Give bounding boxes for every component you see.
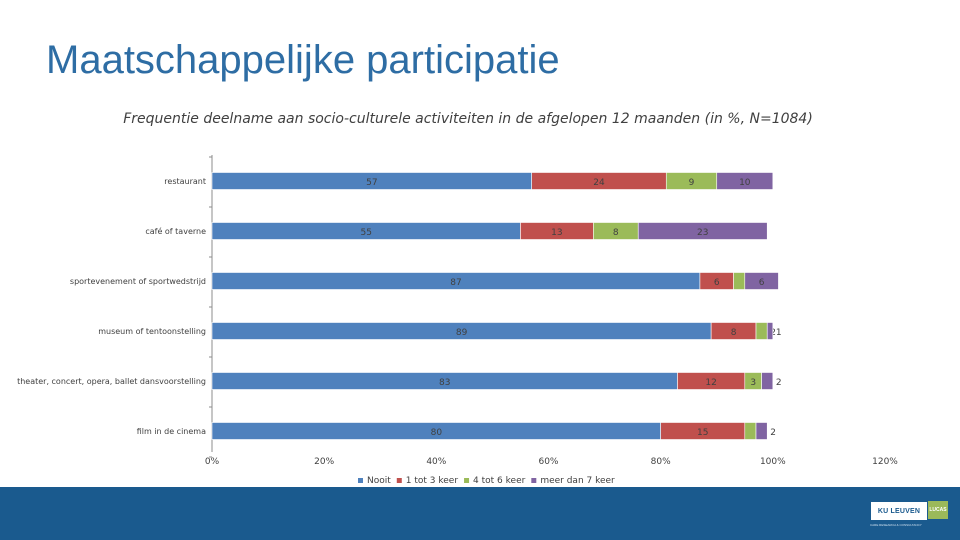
data-label: 57 bbox=[366, 178, 377, 188]
category-label: museum of tentoonstelling bbox=[98, 327, 206, 336]
data-label: 6 bbox=[714, 278, 720, 288]
legend-label: Nooit bbox=[367, 476, 391, 486]
data-label: 15 bbox=[697, 428, 708, 438]
bar-segment bbox=[744, 272, 779, 290]
bar-segment bbox=[716, 172, 774, 190]
category-label: restaurant bbox=[164, 177, 206, 186]
legend-label: 4 tot 6 keer bbox=[473, 476, 526, 486]
data-label: 12 bbox=[705, 378, 716, 388]
data-label: 87 bbox=[450, 278, 461, 288]
legend-swatch bbox=[396, 478, 402, 483]
legend-swatch bbox=[464, 478, 470, 483]
legend-swatch bbox=[358, 478, 363, 483]
bar-segment bbox=[755, 422, 768, 440]
bar-segment bbox=[755, 322, 768, 340]
chart-title: Frequentie deelname aan socio-culturele … bbox=[123, 111, 813, 127]
x-tick-label: 40% bbox=[426, 457, 446, 467]
footer-bar bbox=[0, 487, 960, 540]
data-label: 2 bbox=[776, 378, 782, 388]
category-label: sportevenement of sportwedstrijd bbox=[70, 277, 206, 286]
x-tick-label: 100% bbox=[760, 457, 786, 467]
x-tick-label: 80% bbox=[651, 457, 671, 467]
data-label: 80 bbox=[431, 428, 443, 438]
legend-swatch bbox=[531, 478, 537, 483]
bar-segment bbox=[744, 422, 757, 440]
data-label: 83 bbox=[439, 378, 450, 388]
category-label: café of taverne bbox=[145, 226, 206, 236]
data-label: 2 bbox=[770, 428, 776, 438]
lucas-logo: LUCAS bbox=[928, 501, 948, 519]
bar-segment bbox=[733, 272, 746, 290]
data-label: 10 bbox=[739, 178, 751, 188]
x-tick-label: 120% bbox=[872, 457, 898, 467]
data-label: 13 bbox=[551, 228, 562, 238]
x-tick-label: 0% bbox=[205, 457, 220, 467]
data-label: 3 bbox=[750, 378, 756, 388]
data-label: 1 bbox=[776, 328, 782, 338]
x-tick-label: 60% bbox=[538, 457, 558, 467]
data-label: 8 bbox=[731, 328, 737, 338]
bar-segment bbox=[761, 372, 774, 390]
data-label: 55 bbox=[361, 228, 372, 238]
legend-label: 1 tot 3 keer bbox=[406, 476, 459, 486]
data-label: 23 bbox=[697, 228, 708, 238]
legend-label: meer dan 7 keer bbox=[540, 476, 615, 486]
data-label: 89 bbox=[456, 328, 468, 338]
ku-leuven-logo: KU LEUVEN bbox=[870, 501, 928, 521]
data-label: 9 bbox=[689, 178, 695, 188]
data-label: 24 bbox=[593, 178, 605, 188]
category-label: theater, concert, opera, ballet dansvoor… bbox=[17, 377, 206, 386]
bar-segment bbox=[637, 222, 768, 240]
logo-tagline: CARE RESEARCH & CONSULTANCY bbox=[870, 523, 922, 527]
x-tick-label: 20% bbox=[314, 457, 334, 467]
category-label: film in de cinema bbox=[137, 427, 206, 436]
page-title: Maatschappelijke participatie bbox=[46, 38, 560, 82]
data-label: 6 bbox=[759, 278, 765, 288]
bar-segment bbox=[766, 322, 774, 340]
data-label: 8 bbox=[613, 228, 619, 238]
